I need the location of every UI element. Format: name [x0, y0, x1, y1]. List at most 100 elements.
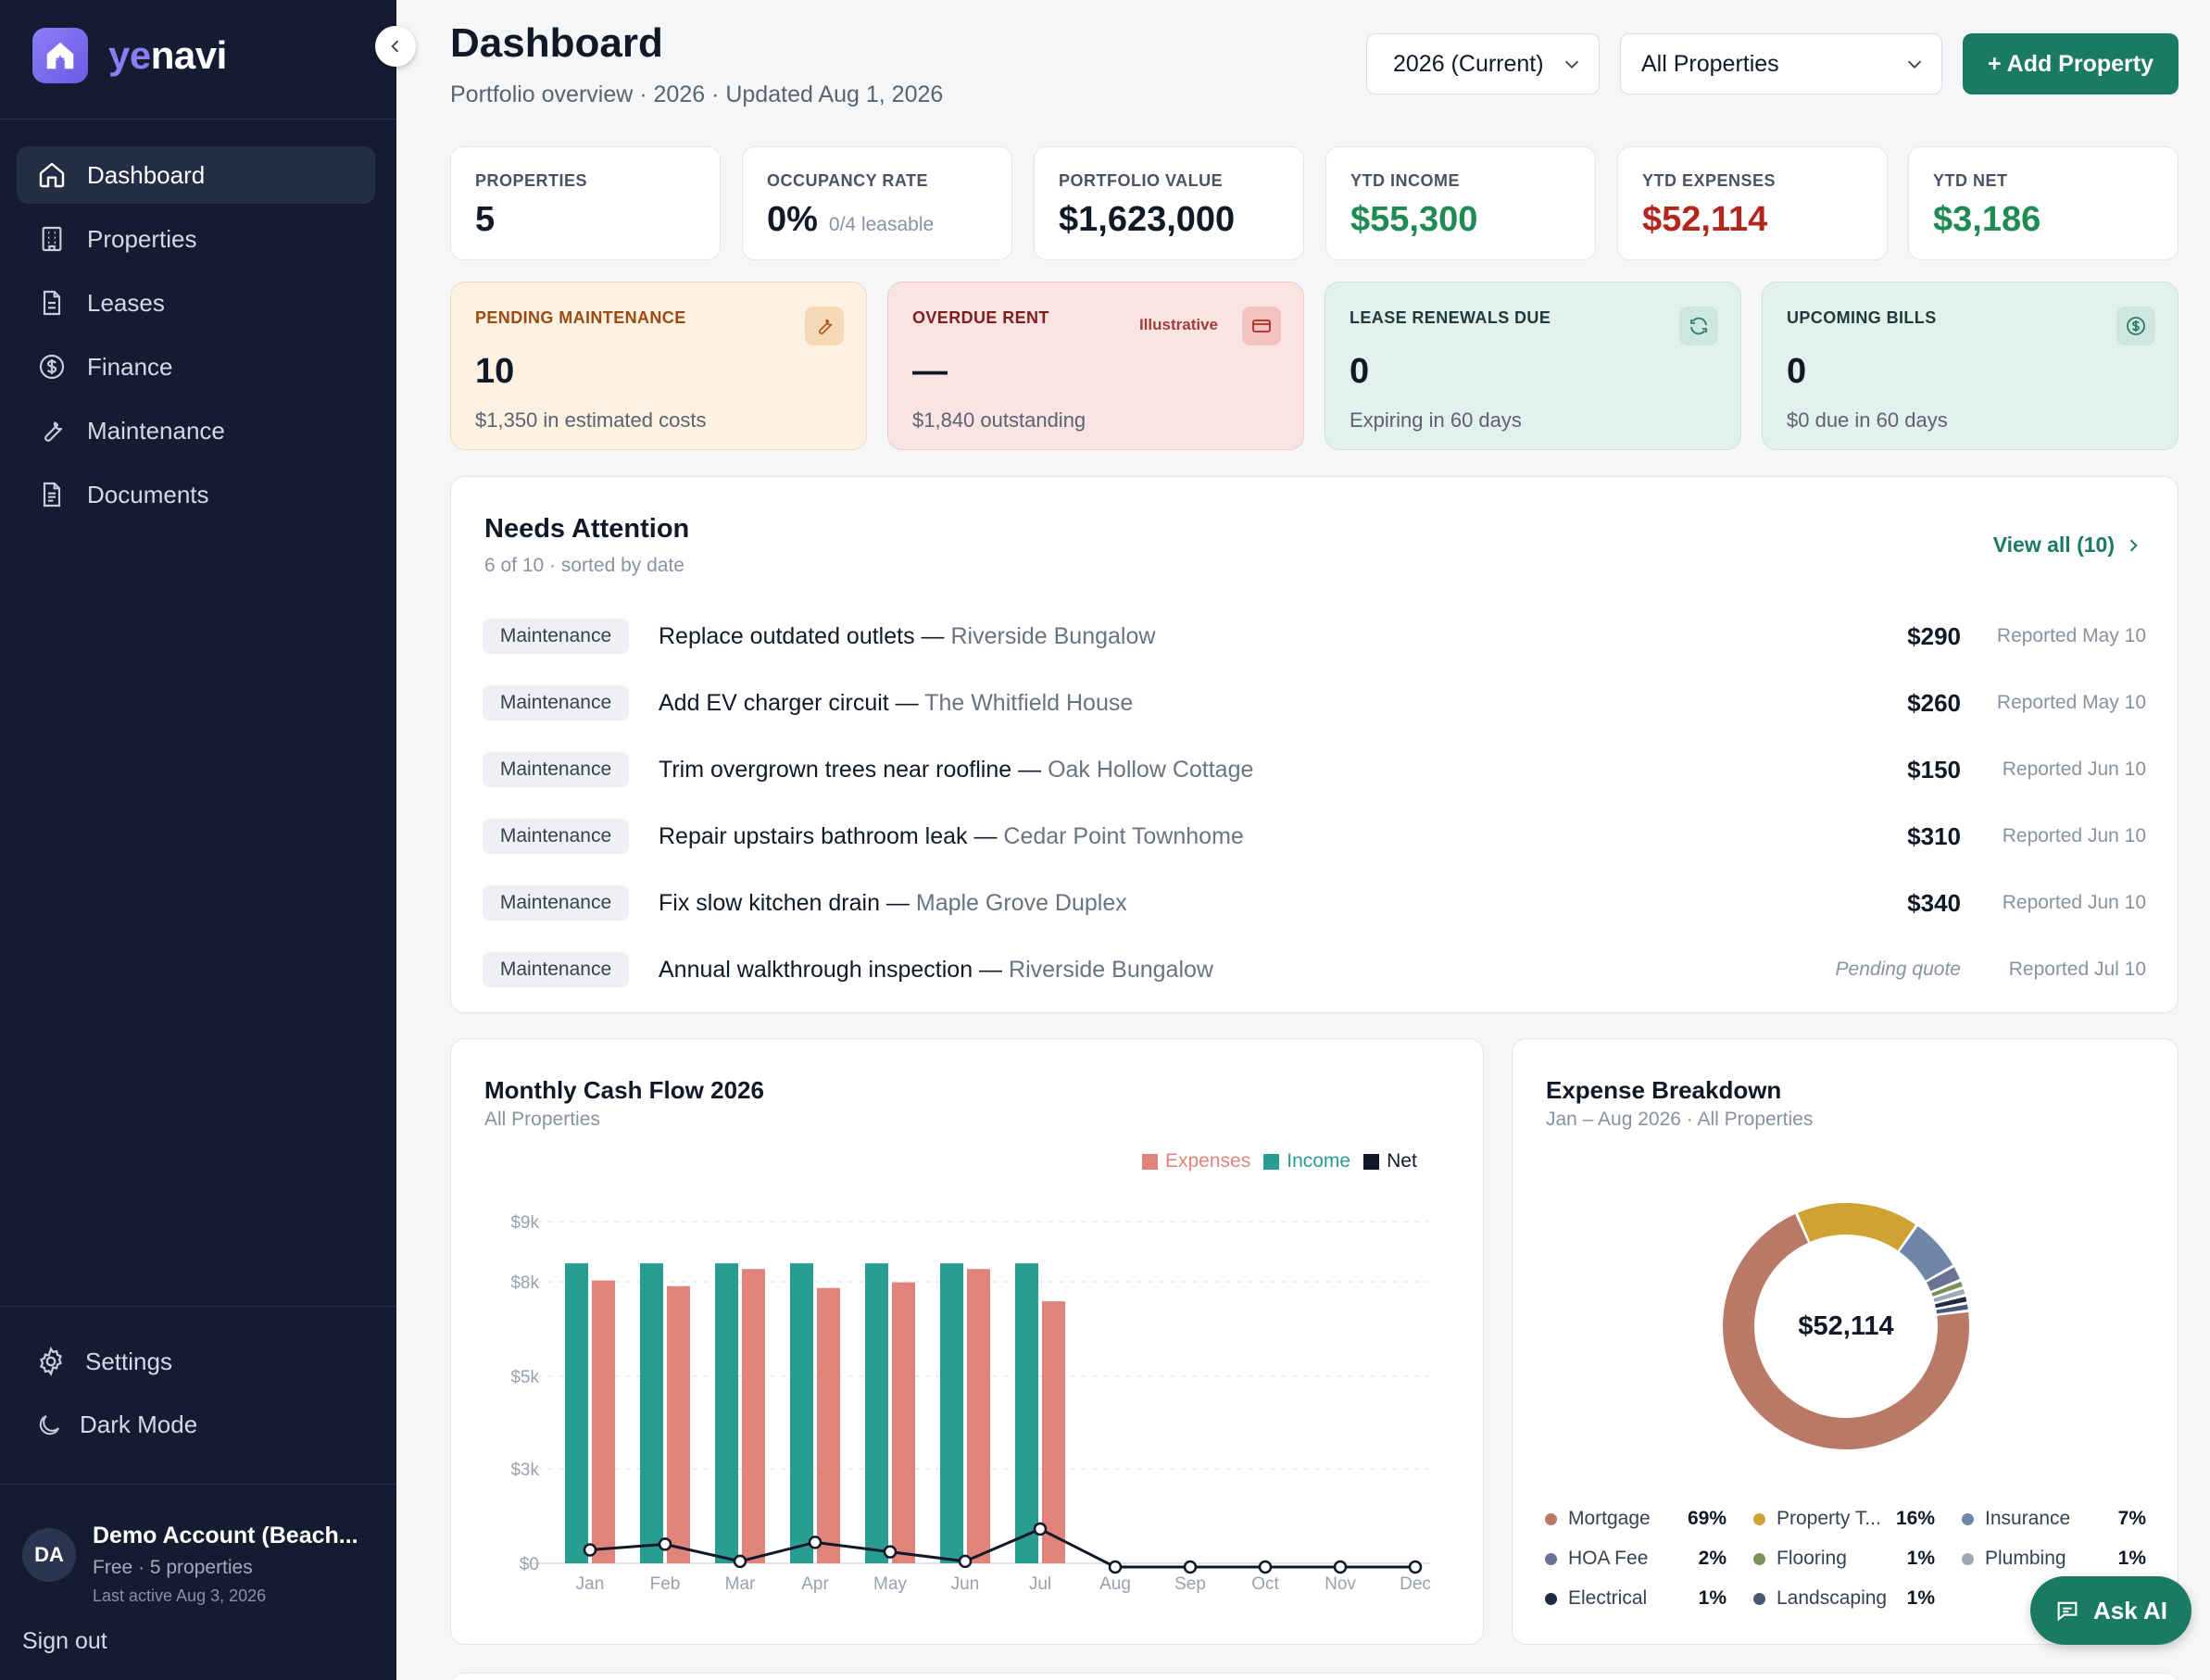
alert-description: $1,840 outstanding [912, 408, 1086, 432]
expense-legend-item: Plumbing [1962, 1548, 2066, 1570]
needs-attention-panel: Needs Attention 6 of 10 · sorted by date… [450, 476, 2179, 1013]
divider [0, 1306, 396, 1307]
income-bar [565, 1263, 588, 1563]
page-subtitle: Portfolio overview · 2026 · Updated Aug … [450, 81, 944, 107]
sidebar: yenavi Dashboard Properties Leases Finan… [0, 0, 396, 1680]
x-tick-label: Mar [725, 1574, 756, 1594]
task-name: Replace outdated outlets — [659, 622, 951, 649]
attention-row[interactable]: Maintenance Add EV charger circuit — The … [483, 683, 2146, 723]
x-tick-label: Jan [576, 1574, 605, 1594]
attention-task: Repair upstairs bathroom leak — Cedar Po… [659, 823, 1907, 850]
cashflow-subtitle: All Properties [484, 1109, 600, 1130]
net-line [589, 1527, 1415, 1569]
x-tick-label: Dec [1400, 1574, 1431, 1594]
sidebar-item-maintenance[interactable]: Maintenance [17, 402, 375, 459]
stat-card: YTD NET $3,186 [1908, 146, 2179, 260]
next-panel-edge [450, 1673, 2179, 1680]
income-bar [640, 1263, 663, 1563]
settings-label: Settings [85, 1347, 172, 1375]
stat-value-row: 0% 0/4 leasable [767, 200, 1011, 240]
net-point [1183, 1560, 1198, 1574]
stat-card: YTD EXPENSES $52,114 [1617, 146, 1888, 260]
brand[interactable]: yenavi [32, 28, 227, 83]
stat-value-row: 5 [475, 200, 720, 240]
expense-percent: 1% [2117, 1548, 2146, 1569]
collapse-sidebar-button[interactable] [375, 26, 416, 67]
expense-legend-item: Insurance [1962, 1508, 2070, 1530]
net-point [1408, 1560, 1423, 1574]
net-point [658, 1537, 672, 1551]
expense-legend-item: Electrical [1545, 1587, 1647, 1610]
donut-slice [1935, 1297, 1967, 1309]
property-select[interactable]: All Properties [1620, 33, 1942, 94]
illustrative-badge: Illustrative [1138, 316, 1218, 333]
property-name: Oak Hollow Cottage [1048, 756, 1254, 783]
sidebar-item-properties[interactable]: Properties [17, 210, 375, 268]
expense-legend-item: Landscaping [1753, 1587, 1887, 1610]
x-tick-label: Oct [1251, 1574, 1279, 1594]
document-icon [43, 290, 61, 316]
category-tag: Maintenance [483, 685, 629, 721]
sidebar-item-leases[interactable]: Leases [17, 274, 375, 332]
property-name: Riverside Bungalow [1009, 956, 1213, 983]
task-name: Annual walkthrough inspection — [659, 956, 1010, 983]
sign-out-link[interactable]: Sign out [22, 1628, 107, 1654]
account-card[interactable]: DA Demo Account (Beach... Free · 5 prope… [22, 1523, 370, 1606]
income-bar [715, 1263, 738, 1563]
ask-ai-label: Ask AI [2093, 1596, 2167, 1624]
alert-card[interactable]: UPCOMING BILLS 0 $0 due in 60 days [1762, 282, 2179, 450]
sidebar-item-dashboard[interactable]: Dashboard [17, 146, 375, 204]
legend-dot [1545, 1592, 1557, 1605]
sidebar-item-documents[interactable]: Documents [17, 466, 375, 523]
y-tick-label: $0 [520, 1555, 539, 1574]
home-logo-icon [32, 28, 88, 83]
donut-slice [1931, 1281, 1963, 1297]
expense-donut-chart [1723, 1203, 1969, 1449]
dark-mode-toggle[interactable]: Dark Mode [35, 1410, 197, 1439]
settings-button[interactable]: Settings [35, 1346, 172, 1377]
sidebar-item-finance[interactable]: Finance [17, 338, 375, 395]
stat-sub: 0/4 leasable [828, 214, 935, 235]
expense-bar [892, 1282, 915, 1563]
add-property-button[interactable]: + Add Property [1963, 33, 2179, 94]
net-point [1258, 1560, 1273, 1574]
attention-row[interactable]: Maintenance Annual walkthrough inspection… [483, 949, 2146, 990]
ask-ai-button[interactable]: Ask AI [2030, 1576, 2191, 1645]
stat-card: PORTFOLIO VALUE $1,623,000 [1034, 146, 1304, 260]
expense-category: Flooring [1777, 1548, 1847, 1569]
donut-slice [1933, 1288, 1965, 1303]
donut-slice [1723, 1213, 1969, 1449]
stat-value: 5 [475, 200, 496, 239]
income-bar [940, 1263, 963, 1563]
alert-card[interactable]: LEASE RENEWALS DUE 0 Expiring in 60 days [1325, 282, 1741, 450]
expense-legend-item: Mortgage [1545, 1508, 1651, 1530]
wrench-icon [805, 307, 844, 345]
gear-icon [40, 1347, 62, 1376]
expense-bar [967, 1269, 990, 1563]
property-name: Maple Grove Duplex [915, 889, 1127, 916]
chat-icon [2057, 1601, 2078, 1622]
sidebar-item-label: Finance [87, 352, 173, 381]
expense-breakdown-panel: Expense Breakdown Jan – Aug 2026 · All P… [1512, 1038, 2179, 1645]
alert-card[interactable]: OVERDUE RENT — $1,840 outstanding Illustrat… [887, 282, 1304, 450]
needs-attention-title: Needs Attention [484, 514, 690, 544]
stat-value-row: $52,114 [1642, 200, 1887, 240]
stat-value-row: $1,623,000 [1059, 200, 1303, 240]
donut-slice [1899, 1226, 1953, 1282]
task-name: Fix slow kitchen drain — [659, 889, 916, 916]
expense-category: HOA Fee [1568, 1548, 1649, 1569]
stat-card: YTD INCOME $55,300 [1325, 146, 1596, 260]
year-select[interactable]: 2026 (Current) [1366, 33, 1600, 94]
attention-row[interactable]: Maintenance Fix slow kitchen drain — Mapl… [483, 883, 2146, 923]
x-tick-label: Sep [1174, 1574, 1206, 1594]
expense-category: Landscaping [1777, 1587, 1888, 1609]
attention-date: Reported Jul 10 [2008, 959, 2146, 980]
alert-card[interactable]: PENDING MAINTENANCE 10 $1,350 in estimated… [450, 282, 867, 450]
attention-row[interactable]: Maintenance Trim overgrown trees near roo… [483, 749, 2146, 790]
year-select-value: 2026 (Current) [1393, 50, 1544, 77]
attention-row[interactable]: Maintenance Replace outdated outlets — Ri… [483, 616, 2146, 657]
stat-value-row: $55,300 [1350, 200, 1595, 240]
y-tick-label: $9k [510, 1213, 539, 1233]
attention-row[interactable]: Maintenance Repair upstairs bathroom leak… [483, 816, 2146, 857]
view-all-link[interactable]: View all (10) [1993, 533, 2142, 558]
